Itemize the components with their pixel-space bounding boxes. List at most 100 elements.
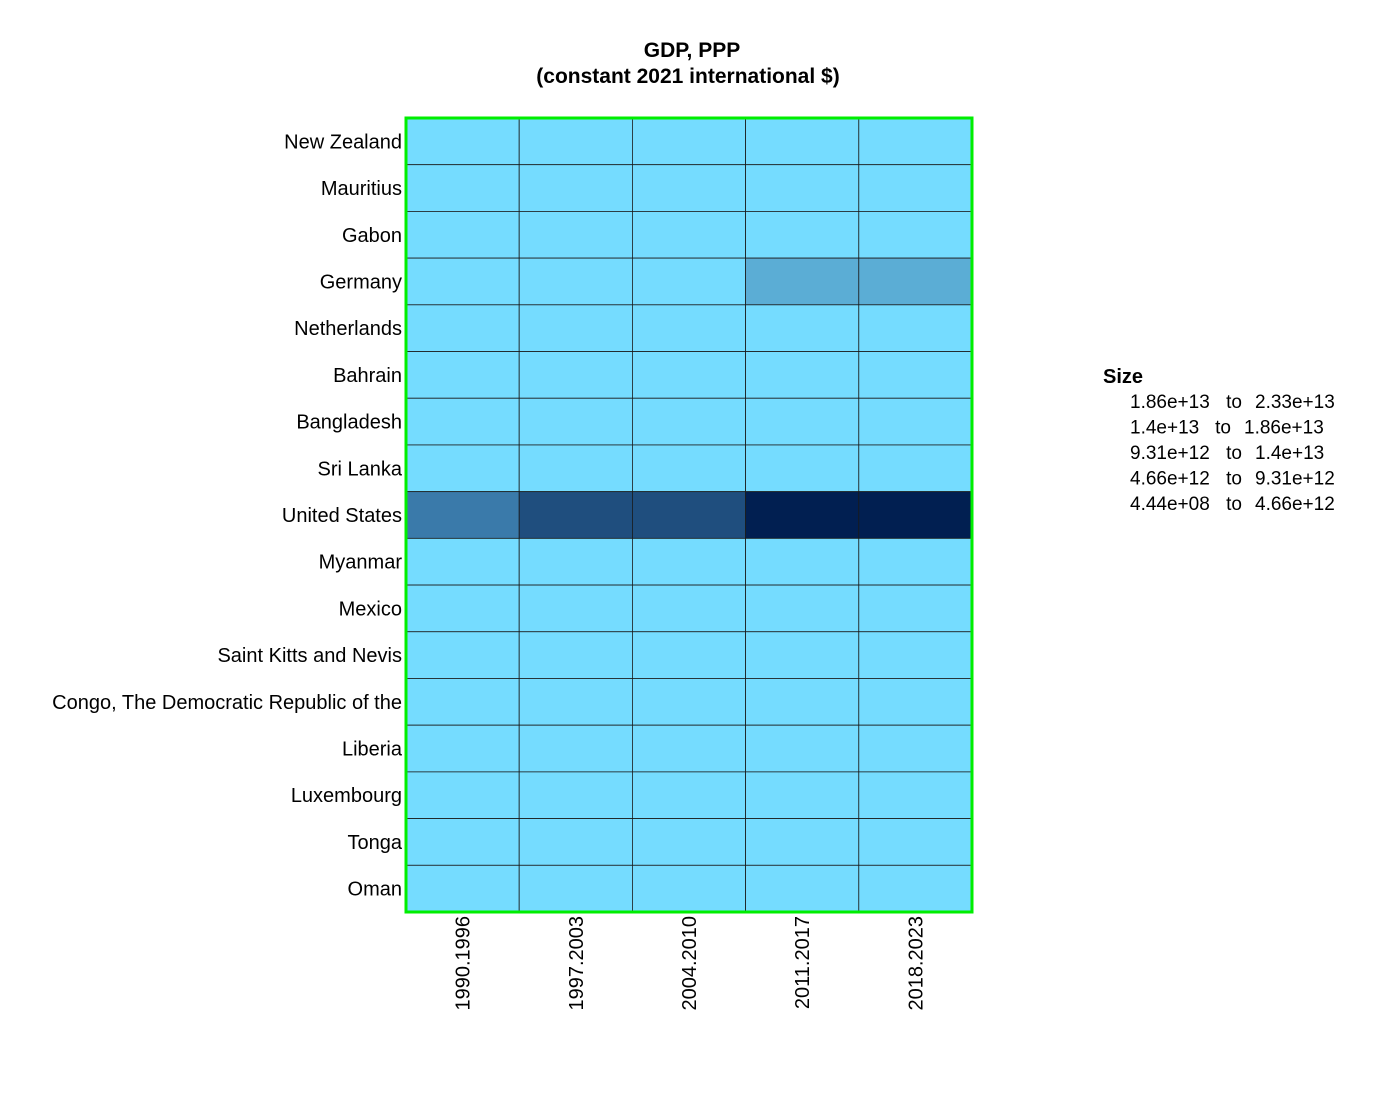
heatmap-cell <box>745 304 860 352</box>
heatmap-cell <box>405 444 520 493</box>
heatmap-cell <box>518 818 633 866</box>
heatmap-cell <box>858 678 973 726</box>
heatmap-cell <box>745 444 860 493</box>
heatmap-cell <box>858 304 973 352</box>
legend-item: 1.86e+13 to 2.33e+13 <box>1130 392 1335 413</box>
heatmap-cell <box>632 724 747 773</box>
heatmap-cell <box>518 304 633 352</box>
heatmap-cell <box>632 537 747 586</box>
x-tick-label: 2004.2010 <box>679 916 701 1011</box>
heatmap-cell <box>858 771 973 819</box>
legend-title: Size <box>1103 366 1143 388</box>
heatmap-cell <box>518 397 633 446</box>
heatmap-cell <box>632 584 747 633</box>
heatmap-cell <box>405 771 520 819</box>
legend-to: 1.4e+13 <box>1255 443 1324 464</box>
heatmap-cell <box>518 164 633 212</box>
heatmap-cell <box>632 631 747 679</box>
heatmap-cell <box>518 724 633 773</box>
y-tick-label: Congo, The Democratic Republic of the <box>52 692 402 714</box>
heatmap-cell <box>745 117 860 166</box>
heatmap-cell <box>518 678 633 726</box>
heatmap-cell <box>632 351 747 399</box>
legend-connector: to <box>1226 443 1242 464</box>
y-tick-label: Oman <box>348 879 402 901</box>
legend-connector: to <box>1215 418 1231 439</box>
heatmap-cell <box>405 491 520 539</box>
heatmap-cell <box>745 397 860 446</box>
heatmap-cell <box>518 257 633 306</box>
heatmap-cell <box>405 537 520 586</box>
legend-item: 4.44e+08 to 4.66e+12 <box>1130 494 1335 515</box>
y-tick-label: Mexico <box>339 598 402 620</box>
heatmap-cell <box>745 211 860 259</box>
heatmap-cell <box>518 771 633 819</box>
heatmap-cell <box>405 257 520 306</box>
plot-border <box>404 116 974 914</box>
legend-from: 4.44e+08 <box>1130 494 1210 515</box>
heatmap-cell <box>745 864 860 913</box>
heatmap-cell <box>745 491 860 539</box>
x-tick-label: 2018.2023 <box>905 916 927 1011</box>
heatmap-cell <box>518 444 633 493</box>
chart-title: GDP, PPP <box>644 39 741 62</box>
heatmap-cell <box>745 164 860 212</box>
heatmap-cell <box>745 631 860 679</box>
heatmap-cell <box>858 257 973 306</box>
y-tick-label: Bahrain <box>333 365 402 387</box>
heatmap-cell <box>858 397 973 446</box>
y-tick-label: Tonga <box>348 832 403 854</box>
legend-to: 1.86e+13 <box>1244 418 1324 439</box>
heatmap-cell <box>858 724 973 773</box>
x-axis-labels: 1990.1996 1997.2003 2004.2010 2011.2017 2018… <box>453 916 928 1011</box>
heatmap-cell <box>632 818 747 866</box>
heatmap-cell <box>405 864 520 913</box>
legend-from: 1.86e+13 <box>1130 392 1210 413</box>
heatmap-cell <box>745 724 860 773</box>
heatmap-cell <box>745 584 860 633</box>
heatmap-cell <box>405 397 520 446</box>
legend-to: 4.66e+12 <box>1255 494 1335 515</box>
heatmap-cell <box>858 864 973 913</box>
y-tick-label: Gabon <box>342 225 402 247</box>
y-tick-label: Saint Kitts and Nevis <box>217 645 402 667</box>
heatmap-cell <box>745 678 860 726</box>
heatmap-cell <box>858 211 973 259</box>
heatmap-cell <box>745 818 860 866</box>
heatmap-cell <box>405 724 520 773</box>
y-tick-label: Luxembourg <box>291 785 402 807</box>
y-tick-label: Myanmar <box>319 552 403 574</box>
heatmap-cell <box>632 444 747 493</box>
heatmap-cell <box>518 491 633 539</box>
heatmap-cell <box>405 631 520 679</box>
x-tick-label: 1990.1996 <box>453 916 475 1011</box>
legend-connector: to <box>1226 469 1242 490</box>
heatmap-cell <box>858 164 973 212</box>
heatmap-cell <box>745 537 860 586</box>
heatmap-cell <box>632 257 747 306</box>
legend-connector: to <box>1226 494 1242 515</box>
heatmap-cell <box>745 351 860 399</box>
heatmap-cell <box>632 117 747 166</box>
y-tick-label: United States <box>282 505 402 527</box>
legend-from: 1.4e+13 <box>1130 418 1199 439</box>
heatmap-cell <box>745 257 860 306</box>
heatmap-cell <box>518 537 633 586</box>
heatmap-cell <box>632 211 747 259</box>
heatmap-cell <box>632 304 747 352</box>
heatmap-cell <box>518 211 633 259</box>
heatmap-cell <box>858 117 973 166</box>
y-tick-label: New Zealand <box>284 131 402 153</box>
x-tick-label: 1997.2003 <box>566 916 588 1011</box>
legend-from: 4.66e+12 <box>1130 469 1210 490</box>
heatmap-cell <box>405 117 520 166</box>
heatmap-cell <box>405 351 520 399</box>
heatmap-cell <box>858 584 973 633</box>
heatmap-cell <box>518 864 633 913</box>
legend-to: 9.31e+12 <box>1255 469 1335 490</box>
heatmap-cell <box>632 164 747 212</box>
legend-to: 2.33e+13 <box>1255 392 1335 413</box>
heatmap-cell <box>858 818 973 866</box>
heatmap-cell <box>405 678 520 726</box>
